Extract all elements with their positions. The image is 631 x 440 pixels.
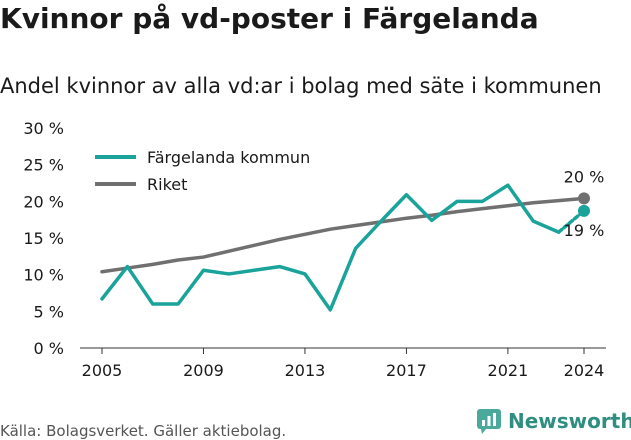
riket-end-label: 20 % [564, 167, 605, 186]
x-tick-label: 2024 [564, 361, 605, 380]
source-note: Källa: Bolagsverket. Gäller aktiebolag. [0, 422, 287, 440]
riket-end-point [578, 192, 590, 205]
fargelanda-line [100, 183, 561, 312]
y-tick-label: 5 % [34, 302, 64, 321]
y-axis: 0 % 5 % 10 % 15 % 20 % 25 % 30 % [23, 119, 64, 358]
chart-title: Kvinnor på vd-poster i Färgelanda [0, 2, 539, 35]
riket-line [100, 196, 586, 274]
x-tick-label: 2017 [386, 361, 427, 380]
legend-label: Färgelanda kommun [147, 148, 310, 167]
y-tick-label: 0 % [34, 339, 64, 358]
legend-label: Riket [147, 175, 187, 194]
x-tick-label: 2021 [488, 361, 529, 380]
brand-name: Newsworthy [508, 409, 631, 433]
x-tick-label: 2005 [82, 361, 123, 380]
end-labels: 20 % 19 % [564, 167, 605, 239]
y-tick-label: 25 % [23, 156, 64, 175]
newsworthy-logo: Newsworthy [476, 408, 631, 434]
series-lines [100, 183, 590, 312]
x-axis: 2005 2009 2013 2017 2021 2024 [80, 347, 606, 380]
chart-subtitle: Andel kvinnor av alla vd:ar i bolag med … [0, 74, 602, 98]
newsworthy-logo-icon [477, 409, 501, 434]
fargelanda-end-point [578, 204, 590, 217]
x-tick-label: 2013 [285, 361, 326, 380]
x-tick-label: 2009 [183, 361, 224, 380]
legend: Färgelanda kommun Riket [95, 148, 310, 194]
y-tick-label: 30 % [23, 119, 64, 138]
y-tick-label: 15 % [23, 229, 64, 248]
y-tick-label: 20 % [23, 192, 64, 211]
fargelanda-end-label: 19 % [564, 221, 605, 240]
y-tick-label: 10 % [23, 266, 64, 285]
